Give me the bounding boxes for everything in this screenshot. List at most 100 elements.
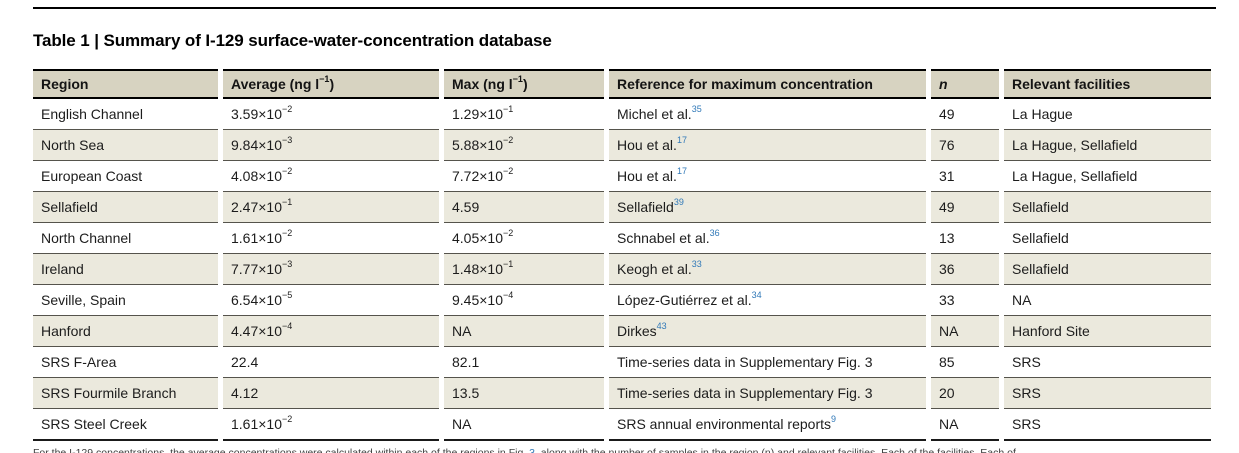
cell-reference: SRS annual environmental reports9	[609, 409, 926, 441]
cell-reference: Hou et al.17	[609, 130, 926, 161]
citation-link[interactable]: 39	[673, 197, 684, 208]
table-row: Seville, Spain 6.54×10−5 9.45×10−4 López-Gu…	[33, 285, 1211, 316]
cell-region: European Coast	[33, 161, 218, 192]
cell-average: 9.84×10−3	[223, 130, 439, 161]
superscript: −4	[503, 290, 514, 301]
footnote-text-after: , along with the number of samples in th…	[534, 447, 1016, 453]
summary-table: Region Average (ng l−1) Max (ng l−1) Refere…	[28, 69, 1216, 441]
cell-n: 20	[931, 378, 999, 409]
cell-reference: Keogh et al.33	[609, 254, 926, 285]
cell-n: 31	[931, 161, 999, 192]
cell-average: 1.61×10−2	[223, 223, 439, 254]
cell-facilities: Hanford Site	[1004, 316, 1211, 347]
cell-region: Seville, Spain	[33, 285, 218, 316]
superscript: −1	[512, 74, 523, 85]
cell-region: English Channel	[33, 99, 218, 130]
superscript: −2	[503, 228, 514, 239]
superscript: −1	[319, 74, 330, 85]
cell-n: 36	[931, 254, 999, 285]
cell-max: 1.48×10−1	[444, 254, 604, 285]
citation-link[interactable]: 35	[691, 104, 702, 115]
table-row: SRS Fourmile Branch 4.12 13.5 Time-series d…	[33, 378, 1211, 409]
cell-average: 1.61×10−2	[223, 409, 439, 441]
table-row: Ireland 7.77×10−3 1.48×10−1 Keogh et al.33 3…	[33, 254, 1211, 285]
citation-link[interactable]: 33	[691, 259, 702, 270]
cell-n: 49	[931, 99, 999, 130]
figure-link[interactable]: 3	[529, 447, 535, 453]
superscript: −5	[282, 290, 293, 301]
citation-link[interactable]: 34	[751, 290, 762, 301]
table-row: North Sea 9.84×10−3 5.88×10−2 Hou et al.17 7…	[33, 130, 1211, 161]
cell-facilities: Sellafield	[1004, 192, 1211, 223]
superscript: −2	[282, 414, 293, 425]
superscript: −1	[503, 259, 514, 270]
citation-link[interactable]: 17	[676, 166, 687, 177]
table-row: North Channel 1.61×10−2 4.05×10−2 Schnabel …	[33, 223, 1211, 254]
cell-average: 7.77×10−3	[223, 254, 439, 285]
cell-reference: Time-series data in Supplementary Fig. 3	[609, 378, 926, 409]
cell-n: NA	[931, 409, 999, 441]
superscript: −2	[282, 228, 293, 239]
cell-max: 4.59	[444, 192, 604, 223]
cell-n: 49	[931, 192, 999, 223]
cell-average: 6.54×10−5	[223, 285, 439, 316]
cell-facilities: La Hague, Sellafield	[1004, 161, 1211, 192]
cell-region: Hanford	[33, 316, 218, 347]
cell-average: 4.12	[223, 378, 439, 409]
column-header-max: Max (ng l−1)	[444, 69, 604, 99]
cell-facilities: La Hague, Sellafield	[1004, 130, 1211, 161]
cell-reference: Time-series data in Supplementary Fig. 3	[609, 347, 926, 378]
cell-n: 13	[931, 223, 999, 254]
column-header-facilities: Relevant facilities	[1004, 69, 1211, 99]
cell-region: SRS Steel Creek	[33, 409, 218, 441]
citation-link[interactable]: 43	[656, 321, 667, 332]
superscript: −1	[282, 197, 293, 208]
cell-region: North Sea	[33, 130, 218, 161]
cell-region: SRS Fourmile Branch	[33, 378, 218, 409]
table-row: English Channel 3.59×10−2 1.29×10−1 Michel …	[33, 99, 1211, 130]
cell-n: 33	[931, 285, 999, 316]
cell-n: 85	[931, 347, 999, 378]
cell-facilities: NA	[1004, 285, 1211, 316]
superscript: −2	[503, 135, 514, 146]
cell-reference: Schnabel et al.36	[609, 223, 926, 254]
cell-region: Ireland	[33, 254, 218, 285]
cell-average: 22.4	[223, 347, 439, 378]
superscript: −2	[282, 166, 293, 177]
table-header-row: Region Average (ng l−1) Max (ng l−1) Refere…	[33, 69, 1211, 99]
citation-link[interactable]: 9	[831, 414, 837, 425]
cell-reference: Hou et al.17	[609, 161, 926, 192]
cell-facilities: SRS	[1004, 409, 1211, 441]
cell-facilities: Sellafield	[1004, 254, 1211, 285]
cell-max: 7.72×10−2	[444, 161, 604, 192]
table-row: Hanford 4.47×10−4 NA Dirkes43 NA Hanford Site	[33, 316, 1211, 347]
cell-max: NA	[444, 316, 604, 347]
column-header-region: Region	[33, 69, 218, 99]
citation-link[interactable]: 36	[709, 228, 720, 239]
table-footnote: For the I-129 concentrations, the averag…	[33, 447, 1216, 453]
top-rule	[33, 7, 1216, 9]
cell-reference: López-Gutiérrez et al.34	[609, 285, 926, 316]
cell-n: 76	[931, 130, 999, 161]
cell-n: NA	[931, 316, 999, 347]
cell-average: 2.47×10−1	[223, 192, 439, 223]
column-header-n: n	[931, 69, 999, 99]
footnote-text-before: For the I-129 concentrations, the averag…	[33, 447, 530, 453]
table-row: Sellafield 2.47×10−1 4.59 Sellafield39 49 Sel…	[33, 192, 1211, 223]
cell-reference: Michel et al.35	[609, 99, 926, 130]
cell-region: Sellafield	[33, 192, 218, 223]
cell-max: 5.88×10−2	[444, 130, 604, 161]
cell-reference: Dirkes43	[609, 316, 926, 347]
citation-link[interactable]: 17	[676, 135, 687, 146]
cell-region: SRS F-Area	[33, 347, 218, 378]
cell-max: 4.05×10−2	[444, 223, 604, 254]
table-row: SRS Steel Creek 1.61×10−2 NA SRS annual env…	[33, 409, 1211, 441]
table-row: European Coast 4.08×10−2 7.72×10−2 Hou et a…	[33, 161, 1211, 192]
cell-max: 13.5	[444, 378, 604, 409]
cell-facilities: La Hague	[1004, 99, 1211, 130]
superscript: −3	[282, 259, 293, 270]
cell-facilities: SRS	[1004, 347, 1211, 378]
cell-reference: Sellafield39	[609, 192, 926, 223]
cell-max: NA	[444, 409, 604, 441]
